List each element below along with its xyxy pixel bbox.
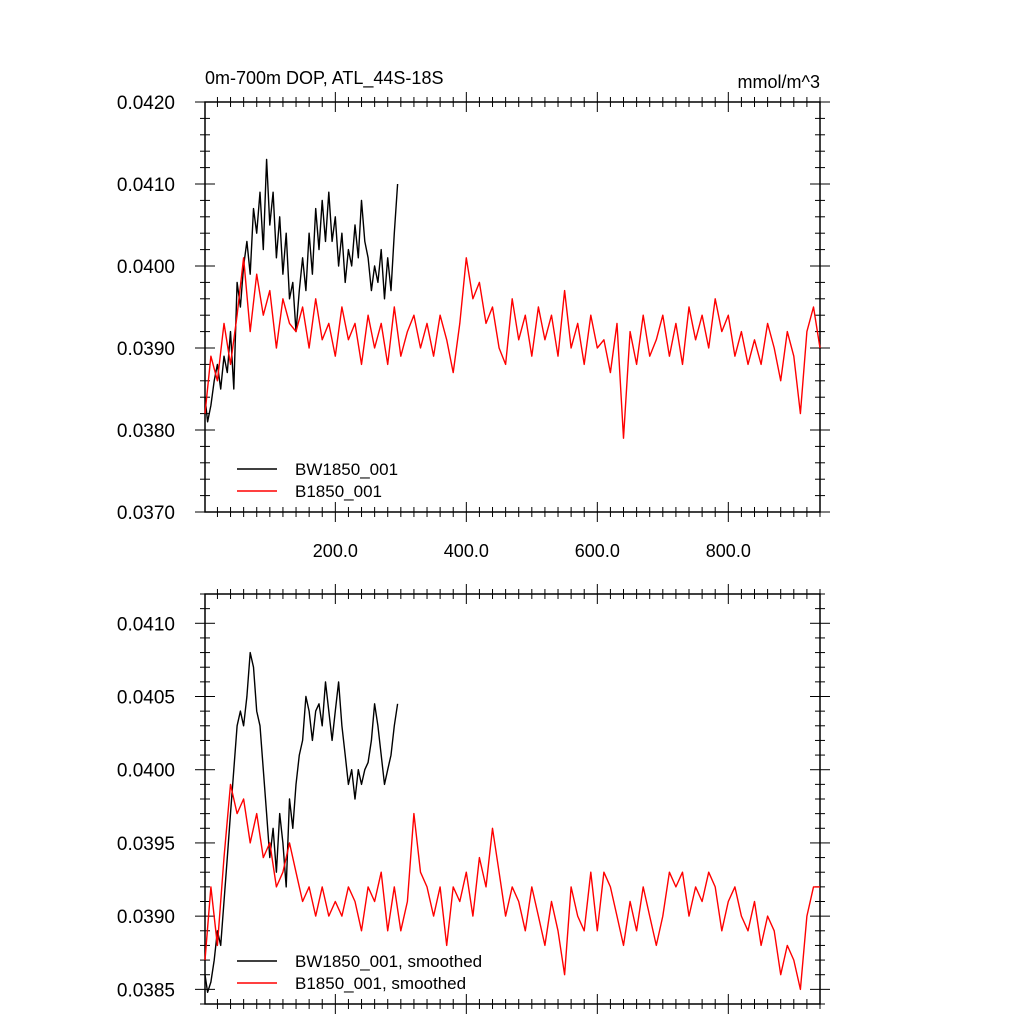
series-line-1 (204, 257, 821, 439)
series-line-1 (204, 783, 820, 991)
top-panel: 0m-700m DOP, ATL_44S-18S mmol/m^3 200.0 4… (117, 68, 830, 561)
y-tick-label: 0.0405 (117, 688, 175, 709)
x-tick-label: 600.0 (575, 541, 620, 561)
bottom-legend: BW1850_001, smoothed B1850_001, smoothed (237, 952, 482, 993)
y-tick-label: 0.0395 (117, 834, 175, 855)
series-line-0 (204, 651, 399, 993)
y-tick-label: 0.0400 (117, 257, 175, 278)
y-tick-label: 0.0400 (117, 761, 175, 782)
top-panel-units: mmol/m^3 (738, 72, 820, 92)
bottom-legend-label-b1850: B1850_001, smoothed (295, 974, 466, 993)
y-tick-label: 0.0410 (117, 175, 175, 196)
y-tick-label: 0.0370 (117, 503, 175, 524)
y-tick-label: 0.0390 (117, 907, 175, 928)
y-tick-label: 0.0410 (117, 614, 175, 635)
top-series-lines (204, 158, 821, 439)
series-line-0 (204, 158, 399, 423)
bottom-legend-label-bw1850: BW1850_001, smoothed (295, 952, 482, 971)
top-legend: BW1850_001 B1850_001 (237, 460, 398, 501)
x-tick-label: 200.0 (313, 541, 358, 561)
x-tick-label: 400.0 (444, 541, 489, 561)
top-panel-title: 0m-700m DOP, ATL_44S-18S (205, 68, 443, 89)
top-legend-label-b1850: B1850_001 (295, 482, 382, 501)
bottom-panel: 0.0385 0.0390 0.0395 0.0400 0.0405 0.0410 BW1… (117, 584, 830, 1014)
top-legend-label-bw1850: BW1850_001 (295, 460, 398, 479)
y-tick-label: 0.0390 (117, 339, 175, 360)
y-tick-label: 0.0385 (117, 980, 175, 1001)
top-plot-frame (204, 101, 821, 513)
y-tick-label: 0.0380 (117, 421, 175, 442)
y-tick-label: 0.0420 (117, 93, 175, 114)
top-axis-ticks: 200.0 400.0 600.0 800.0 0.0370 0.0380 0.0390 0.… (117, 92, 830, 561)
bottom-axis-ticks: 0.0385 0.0390 0.0395 0.0400 0.0405 0.0410 (117, 584, 830, 1014)
bottom-series-lines (204, 651, 820, 993)
x-tick-label: 800.0 (706, 541, 751, 561)
